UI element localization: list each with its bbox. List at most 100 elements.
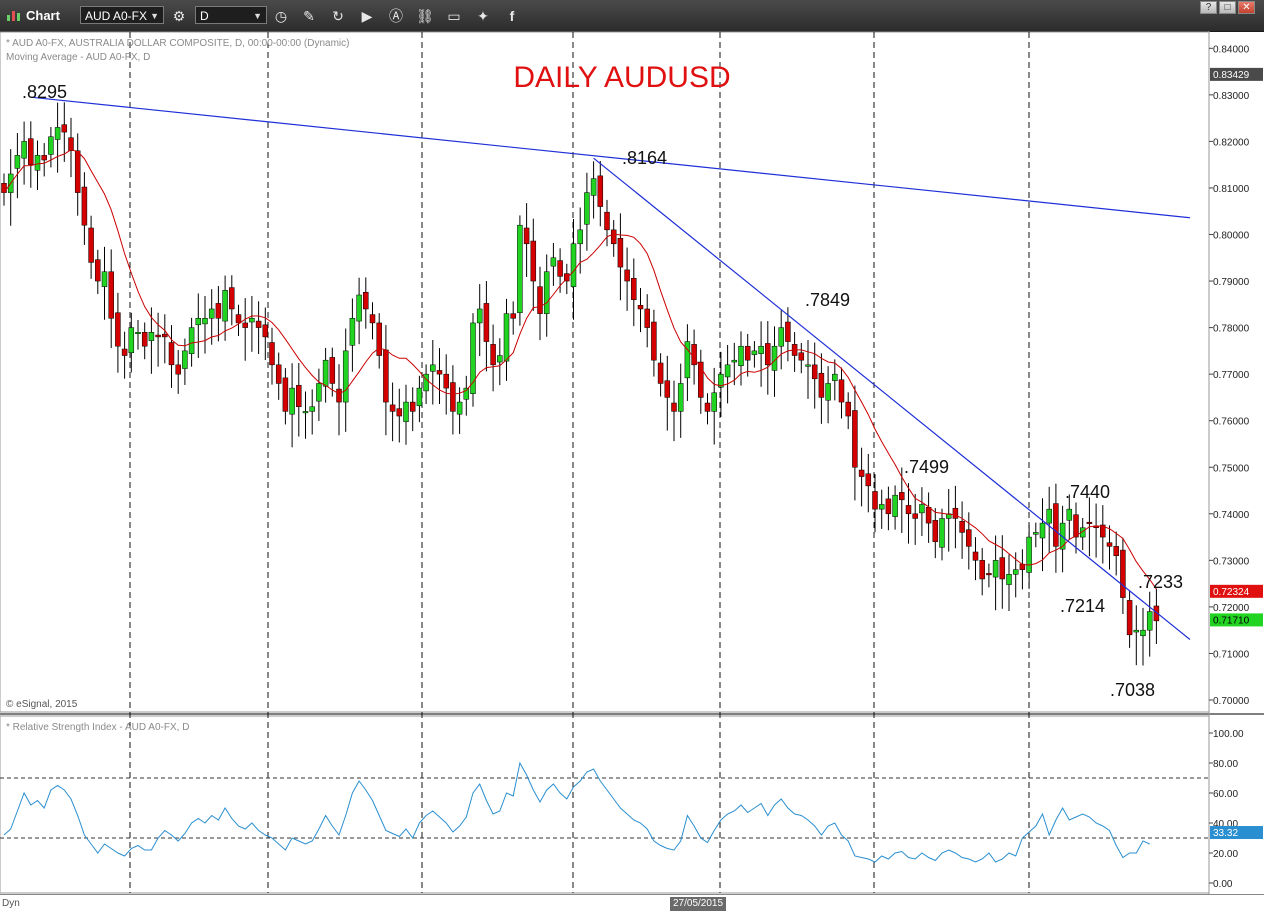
candle-up — [423, 373, 429, 392]
candle-up — [878, 504, 885, 510]
price-axis-label: 0.76000 — [1213, 417, 1250, 428]
candle-down — [744, 345, 751, 361]
candle-up — [476, 308, 483, 324]
twitter-icon[interactable]: ✦ — [477, 8, 489, 24]
candle-down — [162, 333, 168, 338]
candle-up — [1133, 629, 1140, 633]
candle-down — [275, 364, 282, 384]
candle-down — [296, 385, 302, 407]
rsi-tag-label: 33.32 — [1213, 828, 1238, 839]
candle-up — [503, 313, 510, 362]
candle-up — [731, 359, 738, 363]
candle-down — [845, 401, 851, 417]
candles — [1, 102, 1160, 666]
comment-icon[interactable]: ▭ — [447, 8, 461, 24]
candle-up — [456, 401, 463, 415]
candle-down — [818, 372, 825, 398]
candle-up — [182, 350, 188, 369]
candle-down — [175, 364, 181, 375]
close-button[interactable]: ✕ — [1238, 1, 1255, 14]
candle-down — [905, 505, 912, 515]
candle-down — [530, 240, 537, 282]
candle-up — [543, 271, 550, 314]
play-icon[interactable]: ▶ — [361, 8, 373, 24]
candle-down — [912, 513, 918, 519]
candle-up — [316, 383, 322, 402]
price-tag-box — [1210, 613, 1263, 627]
candle-down — [785, 321, 791, 342]
candle-down — [617, 237, 624, 268]
candle-up — [188, 327, 195, 354]
price-annotation: .8164 — [622, 148, 667, 168]
pencil-icon[interactable]: ✎ — [303, 8, 315, 24]
candle-up — [751, 350, 758, 355]
alert-icon[interactable]: Ⓐ — [389, 8, 403, 24]
candle-up — [34, 155, 41, 171]
candle-down — [336, 388, 342, 403]
price-axis-label: 0.74000 — [1213, 510, 1250, 521]
interval-select[interactable]: D ▼ — [195, 6, 267, 24]
candle-up — [349, 318, 356, 346]
candle-down — [1106, 542, 1113, 547]
candle-up — [718, 373, 724, 388]
candle-down — [108, 271, 114, 319]
price-axis-label: 0.81000 — [1213, 184, 1250, 195]
price-axis-label: 0.79000 — [1213, 277, 1250, 288]
price-axis-label: 0.78000 — [1213, 324, 1250, 335]
candle-up — [148, 332, 155, 341]
help-button[interactable]: ? — [1200, 1, 1217, 14]
candle-down — [282, 377, 289, 412]
candle-down — [396, 408, 403, 417]
candle-down — [363, 291, 369, 310]
candle-down — [1120, 549, 1126, 598]
candle-down — [925, 507, 932, 524]
candle-down — [1100, 524, 1106, 538]
candle-down — [865, 473, 872, 487]
candle-up — [1039, 522, 1046, 539]
price-tag-label: 0.72324 — [1213, 587, 1250, 598]
refresh-icon[interactable]: ↻ — [332, 8, 344, 24]
candle-up — [135, 332, 141, 335]
candle-up — [550, 257, 557, 267]
candle-up — [892, 494, 898, 517]
clock-icon[interactable]: ◷ — [274, 8, 288, 24]
candle-up — [832, 373, 838, 381]
candle-up — [1006, 574, 1012, 585]
candle-down — [698, 361, 704, 398]
candle-up — [289, 387, 295, 415]
candle-up — [590, 178, 597, 196]
candle-up — [249, 318, 255, 323]
candle-up — [584, 192, 590, 225]
candle-up — [711, 392, 717, 412]
maximize-button[interactable]: □ — [1219, 1, 1236, 14]
candle-down — [838, 379, 845, 403]
candle-up — [322, 359, 329, 387]
price-annotation: .7499 — [904, 457, 949, 477]
candle-down — [811, 364, 818, 380]
candle-down — [972, 551, 979, 561]
candle-down — [691, 344, 697, 366]
candle-down — [329, 357, 336, 384]
price-annotation: .7233 — [1138, 572, 1183, 592]
candle-up — [309, 406, 315, 412]
candle-up — [738, 345, 744, 367]
candle-up — [805, 364, 811, 367]
chart-title: DAILY AUDUSD — [513, 61, 730, 94]
candle-down — [242, 322, 248, 328]
candle-up — [497, 355, 503, 363]
app-title: Chart — [26, 8, 60, 23]
copyright: © eSignal, 2015 — [6, 699, 78, 710]
price-tag-label: 0.71710 — [1213, 615, 1250, 626]
candle-up — [1140, 629, 1146, 637]
candle-up — [677, 383, 684, 412]
link-icon[interactable]: ⛓ — [416, 8, 434, 24]
candle-up — [1146, 611, 1153, 631]
settings-gear-icon[interactable]: ⚙ — [172, 8, 186, 24]
price-annotation: .7849 — [805, 290, 850, 310]
candle-up — [825, 383, 831, 401]
symbol-select[interactable]: AUD A0-FX ▼ — [80, 6, 164, 24]
dyn-label[interactable]: Dyn — [2, 898, 20, 909]
facebook-icon[interactable]: f — [509, 8, 515, 24]
candle-up — [430, 364, 436, 372]
